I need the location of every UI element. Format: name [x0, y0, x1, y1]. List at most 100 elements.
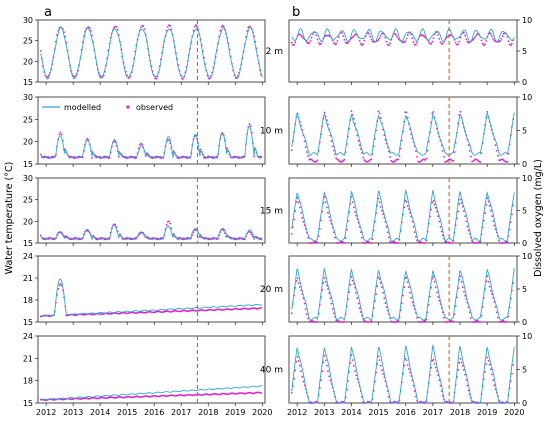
observed-point [362, 156, 365, 159]
y-tick-label: 5 [522, 207, 527, 216]
subplot-b-20m: 0 5 10 20 m [260, 252, 532, 327]
observed-point [459, 357, 462, 360]
observed-point [293, 218, 295, 221]
observed-point [327, 211, 329, 214]
observed-point [379, 35, 382, 37]
observed-point [326, 364, 328, 367]
observed-point [439, 384, 442, 387]
y-tick-label: 21 [23, 274, 33, 283]
observed-point [247, 26, 250, 29]
observed-point [410, 296, 413, 299]
observed-point [370, 242, 373, 244]
observed-point [459, 110, 462, 113]
observed-point [169, 222, 172, 225]
observed-point [464, 215, 466, 218]
observed-point [440, 230, 443, 233]
observed-point [492, 220, 495, 223]
observed-point [472, 160, 475, 163]
observed-point [220, 25, 223, 28]
observed-point [351, 201, 354, 204]
observed-point [315, 34, 318, 37]
observed-point [344, 236, 347, 239]
observed-point [498, 240, 500, 242]
observed-point [459, 275, 462, 278]
observed-point [499, 39, 502, 42]
observed-point [297, 282, 300, 285]
observed-point [396, 35, 398, 38]
observed-point [375, 293, 377, 295]
y-tick-label: 0 [522, 399, 527, 408]
observed-point [378, 278, 381, 280]
observed-point [488, 204, 491, 207]
observed-point [398, 155, 401, 158]
panel-label-b: b [292, 5, 300, 20]
left-y-axis-label: Water temperature (°C) [4, 162, 15, 275]
observed-point [290, 312, 293, 314]
observed-point [310, 36, 313, 39]
observed-point [128, 77, 131, 79]
x-tick-label: 2017 [171, 408, 191, 417]
observed-point [506, 36, 509, 38]
observed-point [359, 43, 362, 45]
observed-point [490, 368, 492, 371]
observed-point [500, 38, 503, 40]
observed-point [491, 35, 493, 38]
observed-point [166, 26, 169, 28]
observed-point [343, 320, 346, 323]
x-tick-label: 2019 [477, 408, 497, 417]
y-tick-label: 5 [522, 285, 527, 294]
observed-point [473, 37, 476, 39]
x-tick-label: 2013 [314, 408, 334, 417]
observed-point [436, 291, 438, 294]
subplot-b-15m: 0 5 10 15 m [260, 174, 532, 248]
observed-point [404, 40, 407, 42]
observed-point [376, 285, 379, 288]
observed-point [330, 302, 333, 305]
observed-point [363, 159, 366, 161]
observed-point [58, 284, 61, 286]
observed-point [490, 33, 492, 35]
y-tick-label: 15 [23, 318, 33, 327]
x-tick-label: 2016 [396, 408, 416, 417]
observed-point [350, 276, 353, 278]
observed-point [317, 42, 320, 44]
observed-point [507, 40, 510, 43]
subplot-b-40m: 0 5 10 2012 2013 2014 2015 2016 2017 2018 2019 2020… [260, 332, 532, 417]
observed-point [192, 29, 195, 32]
observed-point [341, 160, 343, 163]
observed-point [493, 224, 496, 227]
observed-point [170, 227, 173, 230]
observed-point [326, 284, 328, 287]
observed-point [199, 148, 202, 151]
observed-point [308, 42, 311, 44]
observed-point [326, 206, 328, 209]
observed-point [409, 291, 411, 294]
observed-point [315, 160, 318, 163]
observed-point [329, 379, 332, 382]
observed-point [334, 153, 336, 156]
observed-point [168, 220, 170, 223]
observed-point [412, 226, 415, 228]
observed-point [463, 210, 465, 212]
observed-point [304, 308, 307, 310]
observed-point [359, 231, 362, 234]
observed-point [432, 358, 435, 361]
observed-point [116, 28, 119, 31]
observed-point [384, 36, 387, 39]
observed-point [299, 286, 301, 288]
observed-point [307, 317, 309, 320]
right-y-axis-label: Dissolved oxygen (mg/L) [533, 159, 544, 277]
observed-point [246, 30, 249, 32]
observed-point [408, 368, 410, 370]
plot-frame [37, 255, 266, 323]
y-tick-label: 25 [23, 196, 33, 205]
observed-point [464, 294, 466, 297]
observed-point [381, 286, 383, 289]
observed-point [302, 380, 305, 383]
observed-point [379, 364, 382, 367]
observed-point [352, 118, 355, 120]
observed-point [296, 277, 299, 280]
observed-point [457, 369, 459, 371]
observed-point [432, 275, 435, 278]
observed-point [480, 152, 483, 155]
